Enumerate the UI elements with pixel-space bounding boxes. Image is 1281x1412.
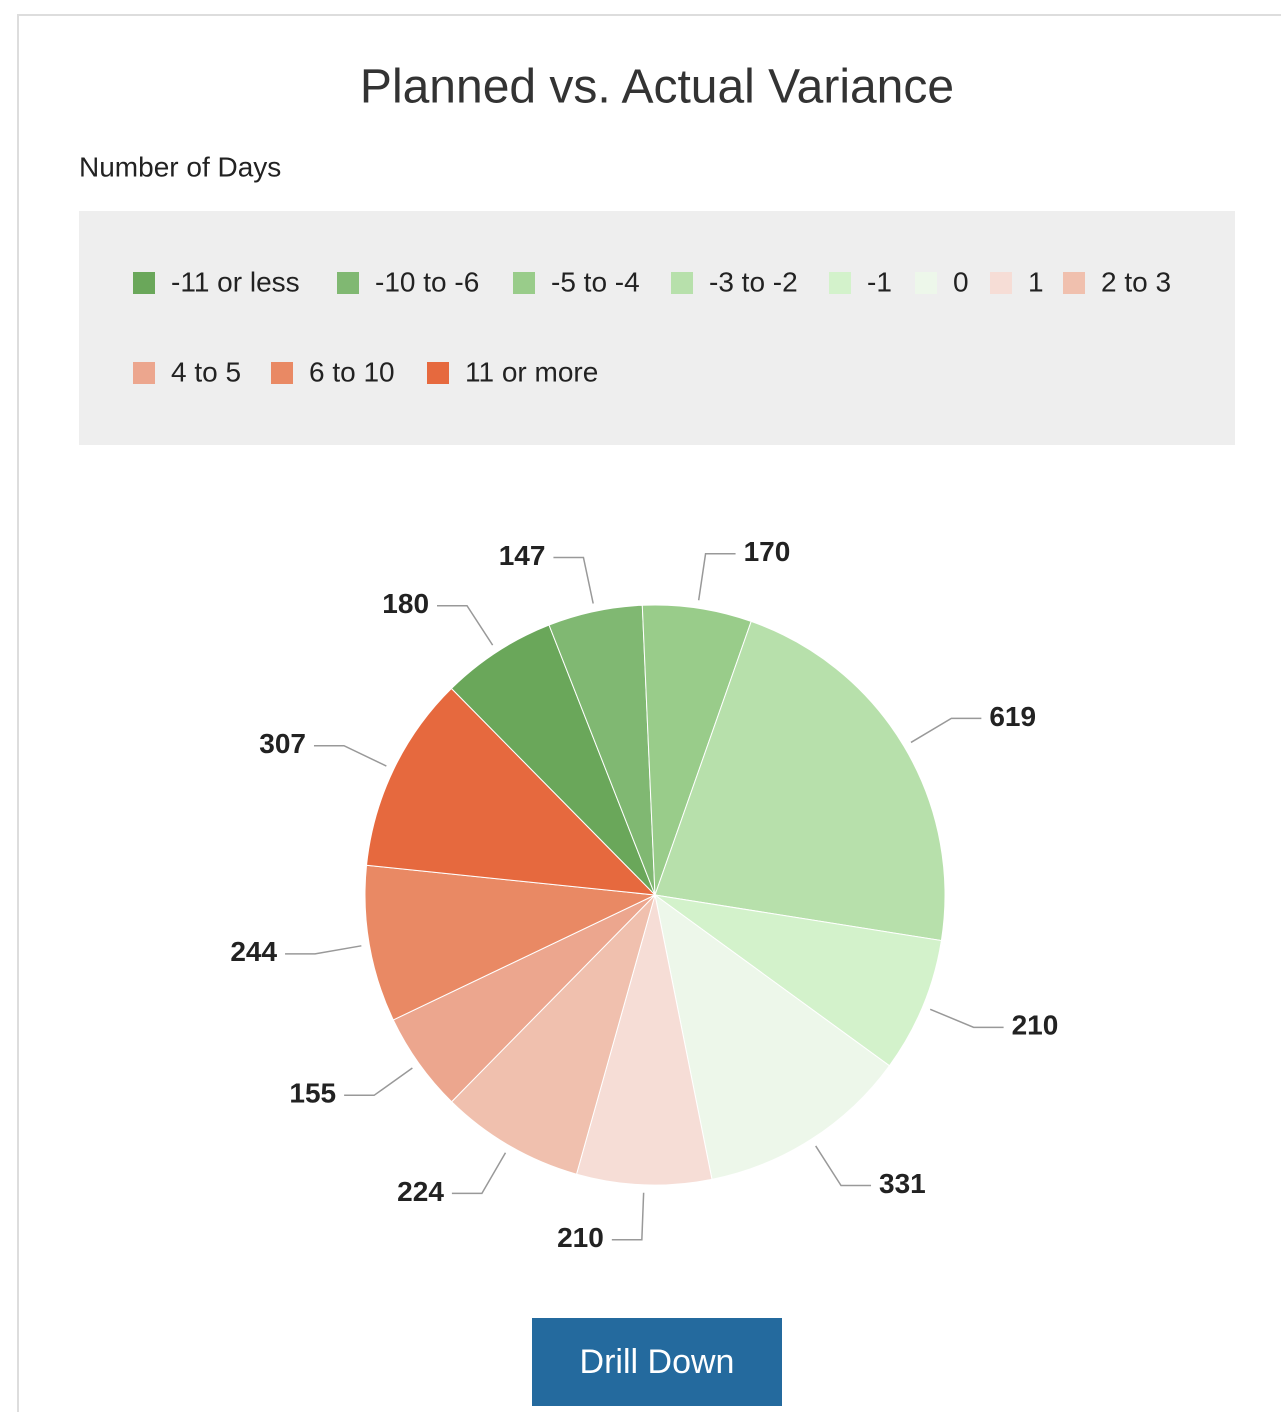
leader-line: [553, 556, 594, 604]
leader-line: [929, 1008, 1004, 1029]
leader-line: [611, 1192, 645, 1241]
leader-line: [697, 552, 736, 601]
pie-slice: [364, 864, 657, 1021]
leader-line: [344, 1067, 413, 1097]
data-label: 170: [744, 536, 791, 567]
leader-line: [815, 1145, 872, 1187]
legend-swatch: [829, 272, 851, 294]
legend-label: 11 or more: [465, 356, 598, 387]
legend-label: 6 to 10: [309, 356, 395, 387]
pie-slice: [654, 620, 946, 942]
legend-label: -5 to -4: [551, 266, 640, 297]
legend-swatch: [915, 272, 937, 294]
data-label: 244: [230, 936, 277, 967]
data-label: 210: [1012, 1010, 1059, 1041]
pie-slice: [654, 894, 942, 1067]
legend-label: -10 to -6: [375, 266, 479, 297]
legend-swatch: [133, 272, 155, 294]
legend-swatch: [427, 362, 449, 384]
leader-line: [285, 945, 362, 955]
legend-label: -11 or less: [171, 266, 300, 297]
leader-line: [451, 1152, 507, 1195]
pie-slice: [450, 624, 656, 896]
legend-swatch: [1063, 272, 1085, 294]
pie-slice: [365, 687, 657, 896]
button[interactable]: Drill Down: [532, 1318, 782, 1406]
legend-label: 0: [953, 266, 969, 297]
leader-line: [437, 604, 494, 646]
data-label: 307: [259, 728, 306, 759]
legend-swatch: [513, 272, 535, 294]
chart-title: Planned vs. Actual Variance: [360, 61, 954, 114]
legend-swatch: [133, 362, 155, 384]
legend-label: 4 to 5: [171, 356, 241, 387]
legend-label: -1: [867, 266, 892, 297]
button-label[interactable]: Drill Down: [580, 1343, 735, 1381]
legend-swatch: [271, 362, 293, 384]
legend-label: 1: [1028, 266, 1044, 297]
legend-label: -3 to -2: [709, 266, 798, 297]
data-label: 180: [382, 588, 429, 619]
leader-line: [313, 744, 387, 767]
legend-box: [79, 211, 1235, 445]
legend-swatch: [671, 272, 693, 294]
button-bg[interactable]: [532, 1318, 782, 1406]
data-label: 210: [557, 1222, 604, 1253]
card-border: [17, 14, 1281, 1412]
data-label: 619: [989, 701, 1036, 732]
pie-slice: [654, 893, 891, 1180]
subtitle: Number of Days: [79, 151, 281, 182]
data-label: 331: [879, 1168, 926, 1199]
data-label: 155: [289, 1078, 336, 1109]
data-label: 147: [499, 540, 546, 571]
legend-label: 2 to 3: [1101, 266, 1171, 297]
legend-swatch: [337, 272, 359, 294]
pie-slice: [450, 894, 656, 1175]
legend-swatch: [990, 272, 1012, 294]
pie-slice: [575, 894, 713, 1186]
data-label: 224: [397, 1176, 444, 1207]
leader-line: [910, 717, 982, 744]
